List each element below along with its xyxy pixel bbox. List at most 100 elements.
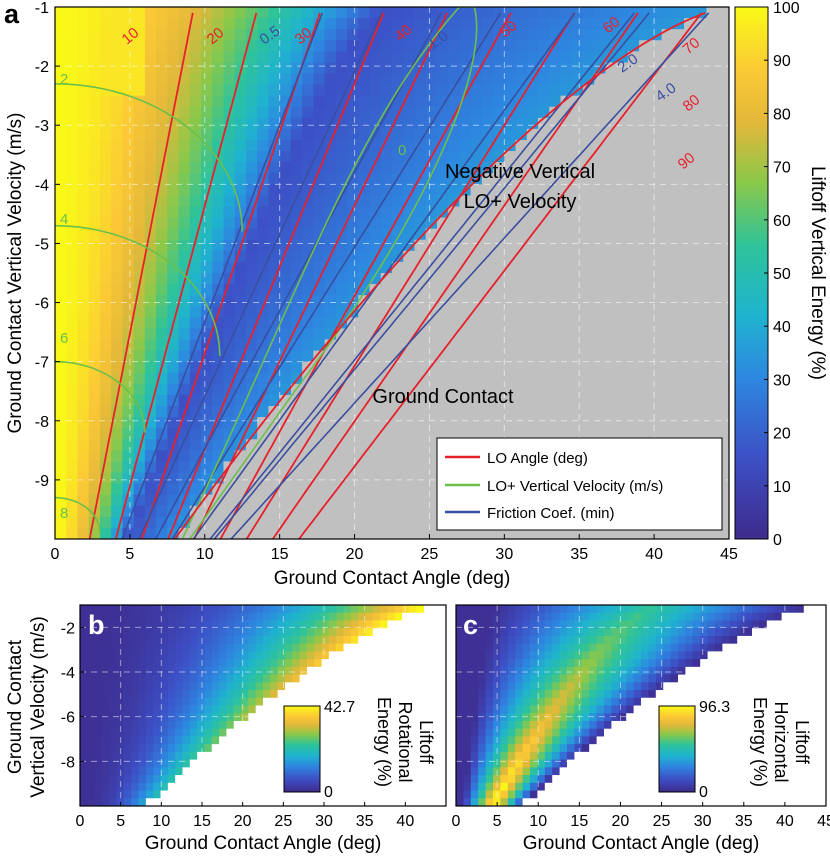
heatmap-a-cell <box>470 206 483 219</box>
heatmap-a-cell <box>234 7 247 19</box>
heatmap-a-cell <box>201 295 213 307</box>
heatmap-cell <box>402 697 410 707</box>
heatmap-cell <box>241 728 249 738</box>
heatmap-a-cell <box>470 128 483 141</box>
heatmap-a-cell <box>493 339 505 352</box>
heatmap-a-cell <box>538 239 550 252</box>
heatmap-a-cell <box>279 339 292 352</box>
heatmap-a-cell <box>493 7 505 19</box>
heatmap-a-cell <box>358 361 371 374</box>
heatmap-cell <box>507 767 516 776</box>
heatmap-cell <box>567 767 575 776</box>
heatmap-a-cell <box>526 18 539 30</box>
heatmap-a-cell <box>88 18 101 30</box>
heatmap-a-cell <box>66 228 79 241</box>
heatmap-cell <box>109 736 118 745</box>
heatmap-a-cell <box>695 173 708 185</box>
heatmap-cell <box>277 697 286 707</box>
heatmap-a-cell <box>268 151 281 163</box>
heatmap-cell <box>431 720 440 730</box>
heatmap-a-cell <box>66 383 79 396</box>
heatmap-a-cell <box>347 450 359 463</box>
heatmap-a-cell <box>560 394 573 407</box>
heatmap-cell <box>263 612 271 622</box>
heatmap-cell <box>109 697 118 707</box>
heatmap-a-cell <box>436 250 449 263</box>
heatmap-a-cell <box>156 394 168 407</box>
heatmap-cell <box>197 713 206 722</box>
heatmap-cell <box>189 643 198 652</box>
heatmap-a-cell <box>526 184 539 197</box>
heatmap-a-cell <box>369 527 382 539</box>
heatmap-cell <box>263 782 271 792</box>
heatmap-cell <box>138 674 147 683</box>
heatmap-cell <box>618 605 627 614</box>
heatmap-a-cell <box>369 317 382 330</box>
heatmap-a-cell <box>223 350 236 363</box>
heatmap-a-cell <box>55 217 67 230</box>
heatmap-cell <box>544 628 553 637</box>
heatmap-a-cell <box>66 261 79 274</box>
heatmap-a-cell <box>223 306 236 318</box>
heatmap-a-cell <box>392 228 404 241</box>
heatmap-cell <box>87 635 96 645</box>
heatmap-a-cell <box>403 406 416 418</box>
heatmap-cell <box>160 635 169 645</box>
heatmap-cell <box>365 612 374 622</box>
heatmap-cell <box>321 635 330 645</box>
heatmap-a-cell <box>717 73 729 86</box>
heatmap-cell <box>263 659 271 668</box>
heatmap-cell <box>416 635 425 645</box>
colorbar-tick-label-a: 10 <box>773 479 791 496</box>
heatmap-cell <box>478 713 487 722</box>
heatmap-a-cell <box>212 228 225 241</box>
heatmap-cell <box>87 798 96 806</box>
heatmap-cell <box>175 605 184 614</box>
heatmap-cell <box>277 744 286 753</box>
heatmap-cell <box>292 620 301 629</box>
heatmap-a-cell <box>77 417 90 429</box>
heatmap-a-cell <box>324 428 337 440</box>
heatmap-a-cell <box>279 361 292 374</box>
heatmap-a-cell <box>212 140 225 152</box>
heatmap-a-cell <box>549 317 562 330</box>
heatmap-a-cell <box>448 239 460 252</box>
heatmap-cell <box>175 782 184 792</box>
heatmap-cell <box>233 744 242 753</box>
heatmap-a-cell <box>582 350 595 363</box>
heatmap-a-cell <box>223 151 236 163</box>
heatmap-a-cell <box>538 206 550 219</box>
y-axis-label-a: Ground Contact Vertical Velocity (m/s) <box>5 112 26 433</box>
heatmap-cell <box>219 628 227 637</box>
heatmap-cell <box>87 628 96 637</box>
heatmap-a-cell <box>144 84 157 97</box>
heatmap-cell <box>358 767 367 776</box>
heatmap-cell <box>589 798 598 806</box>
heatmap-a-cell <box>448 339 460 352</box>
heatmap-a-cell <box>144 494 157 507</box>
heatmap-a-cell <box>99 217 112 230</box>
heatmap-a-cell <box>717 494 729 507</box>
heatmap-cell <box>530 782 538 792</box>
heatmap-cell <box>537 790 546 799</box>
heatmap-a-cell <box>403 217 416 230</box>
heatmap-a-cell <box>77 73 90 86</box>
heatmap-cell <box>263 759 271 768</box>
heatmap-a-cell <box>459 295 472 307</box>
heatmap-a-cell <box>223 206 236 219</box>
heatmap-a-cell <box>526 217 539 230</box>
heatmap-a-cell <box>66 306 79 318</box>
heatmap-a-cell <box>706 284 719 296</box>
heatmap-a-cell <box>706 261 719 274</box>
heatmap-a-cell <box>470 372 483 385</box>
heatmap-a-cell <box>571 51 584 64</box>
heatmap-cell <box>394 628 403 637</box>
heatmap-cell <box>175 682 184 691</box>
heatmap-cell <box>552 775 561 784</box>
heatmap-a-cell <box>526 206 539 219</box>
heatmap-cell <box>153 674 162 683</box>
heatmap-cell <box>365 620 374 629</box>
heatmap-cell <box>160 782 169 792</box>
heatmap-a-cell <box>66 350 79 363</box>
heatmap-cell <box>394 720 403 730</box>
